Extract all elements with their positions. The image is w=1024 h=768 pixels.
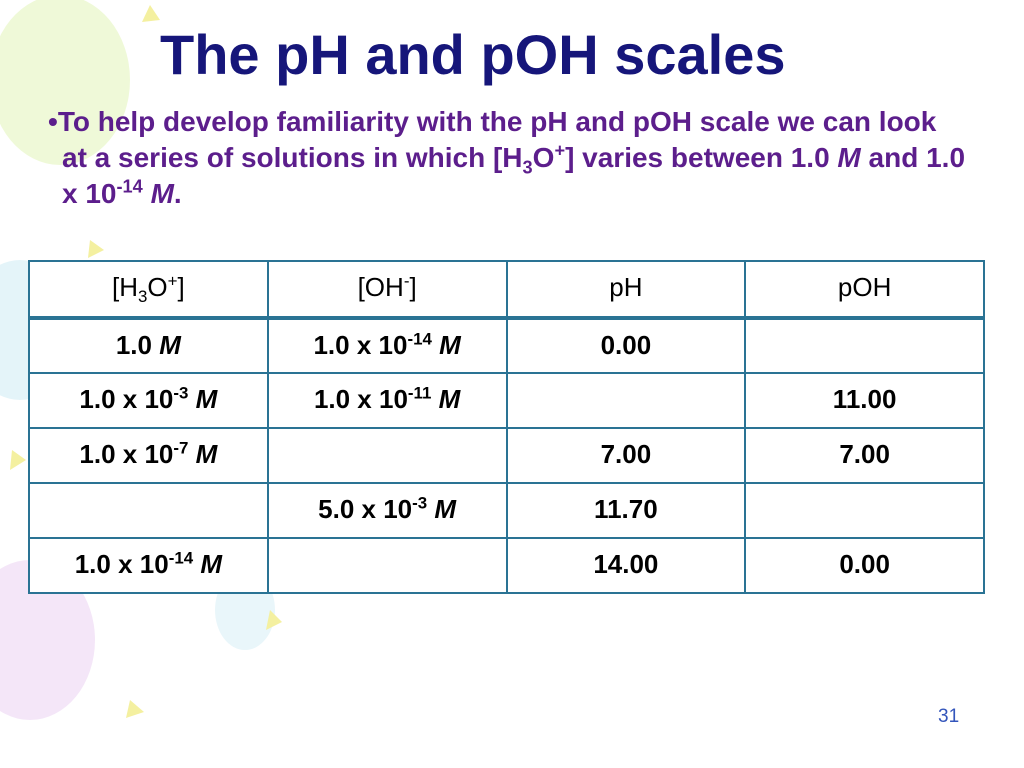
header-row: [H3O+] [OH-] pH pOH xyxy=(28,260,985,320)
text-run: ] xyxy=(177,272,185,302)
text-run: To help develop familiarity with the pH … xyxy=(57,106,937,173)
text-run: -14 xyxy=(168,548,194,568)
table-row: 1.0 x 10-7 M 7.00 7.00 xyxy=(28,427,985,484)
text-run: -11 xyxy=(407,383,432,403)
text-run: M xyxy=(439,330,461,360)
table-row: 1.0 M 1.0 x 10-14 M 0.00 xyxy=(28,317,985,374)
text-run: and 1.0 x 10 xyxy=(62,142,966,209)
confetti xyxy=(88,240,104,258)
balloon xyxy=(0,560,95,720)
text-run: ] xyxy=(409,272,417,302)
text-run: M xyxy=(438,384,461,414)
text-run: -7 xyxy=(173,438,189,458)
table-cell: 1.0 x 10-14 M xyxy=(28,537,269,594)
slide-title: The pH and pOH scales xyxy=(160,23,786,86)
text-run: M xyxy=(195,439,218,469)
table-cell: 11.00 xyxy=(744,372,985,429)
text-run: O xyxy=(147,272,168,302)
table-cell: 1.0 x 10-14 M xyxy=(266,317,508,374)
text-run: + xyxy=(554,140,566,161)
text-run: 0.00 xyxy=(839,549,890,579)
text-run: M xyxy=(200,549,223,579)
table-row: 1.0 x 10-3 M 1.0 x 10-11 M 11.00 xyxy=(28,372,985,429)
text-run: 1.0 x 10 xyxy=(313,384,408,414)
table-cell: 1.0 x 10-11 M xyxy=(266,372,508,429)
header-cell: [OH-] xyxy=(266,260,508,320)
text-run: 5.0 x 10 xyxy=(318,494,413,524)
text-run: 11.70 xyxy=(594,494,658,524)
table-cell xyxy=(744,317,985,374)
text-run: [OH xyxy=(357,272,404,302)
table-cell xyxy=(266,537,508,594)
text-run: M xyxy=(150,178,174,209)
bullet-text: •To help develop familiarity with the pH… xyxy=(48,106,966,209)
table-cell: 1.0 x 10-3 M xyxy=(28,372,269,429)
text-run: pOH xyxy=(837,272,892,302)
header-cell: pOH xyxy=(744,260,985,320)
text-run: 1.0 x 10 xyxy=(74,549,169,579)
text-run: pH xyxy=(609,272,643,302)
text-run: 11.00 xyxy=(832,384,897,414)
ph-table: [H3O+] [OH-] pH pOH 1.0 M 1.0 x 10-14 M 0.00 1.… xyxy=(28,260,985,594)
text-run: ] varies between 1.0 xyxy=(565,142,838,173)
table-cell: 5.0 x 10-3 M xyxy=(266,482,508,539)
text-run: 0.00 xyxy=(600,330,652,360)
text-run: -3 xyxy=(173,383,189,403)
confetti xyxy=(126,700,144,718)
bullet-runs: To help develop familiarity with the pH … xyxy=(58,106,965,209)
page-number: 31 xyxy=(938,706,960,727)
table-cell: 1.0 M xyxy=(28,317,269,374)
table-cell xyxy=(28,482,269,539)
text-run: M xyxy=(434,494,457,524)
text-run: - xyxy=(403,271,410,291)
table-cell: 0.00 xyxy=(505,317,747,374)
confetti xyxy=(10,450,26,470)
text-run: M xyxy=(159,330,181,360)
text-run: -14 xyxy=(116,176,143,197)
text-run: M xyxy=(195,384,218,414)
table-cell: 0.00 xyxy=(744,537,985,594)
table-cell xyxy=(744,482,985,539)
table-cell: 7.00 xyxy=(744,427,985,484)
text-run: 7.00 xyxy=(839,439,890,469)
confetti xyxy=(142,5,160,22)
table-row: 5.0 x 10-3 M 11.70 xyxy=(28,482,985,539)
text-run: 14.00 xyxy=(593,549,659,579)
text-run: 1.0 x 10 xyxy=(79,439,174,469)
text-run: 3 xyxy=(138,287,148,307)
text-run: 1.0 x 10 xyxy=(79,384,174,414)
text-run: [H xyxy=(112,272,138,302)
text-run: 7.00 xyxy=(600,439,652,469)
text-run: 1.0 x 10 xyxy=(313,330,408,360)
table-cell xyxy=(505,372,747,429)
table-cell xyxy=(266,427,508,484)
text-run xyxy=(431,384,438,414)
header-cell: [H3O+] xyxy=(28,260,269,320)
table-cell: 11.70 xyxy=(505,482,747,539)
balloon xyxy=(0,0,130,165)
text-run xyxy=(143,178,151,209)
text-run: 3 xyxy=(522,157,533,178)
text-run: -14 xyxy=(407,329,432,349)
text-run xyxy=(188,439,195,469)
text-run: . xyxy=(173,178,182,209)
table-row: 1.0 x 10-14 M 14.00 0.00 xyxy=(28,537,985,594)
text-run: 1.0 xyxy=(115,330,160,360)
confetti xyxy=(266,610,282,630)
text-run: -3 xyxy=(412,493,428,513)
text-run xyxy=(188,384,195,414)
text-run: + xyxy=(167,271,178,291)
table-cell: 14.00 xyxy=(505,537,747,594)
table-cell: 7.00 xyxy=(505,427,747,484)
table-cell: 1.0 x 10-7 M xyxy=(28,427,269,484)
text-run: O xyxy=(532,142,555,173)
header-cell: pH xyxy=(505,260,747,320)
text-run: M xyxy=(837,142,861,173)
